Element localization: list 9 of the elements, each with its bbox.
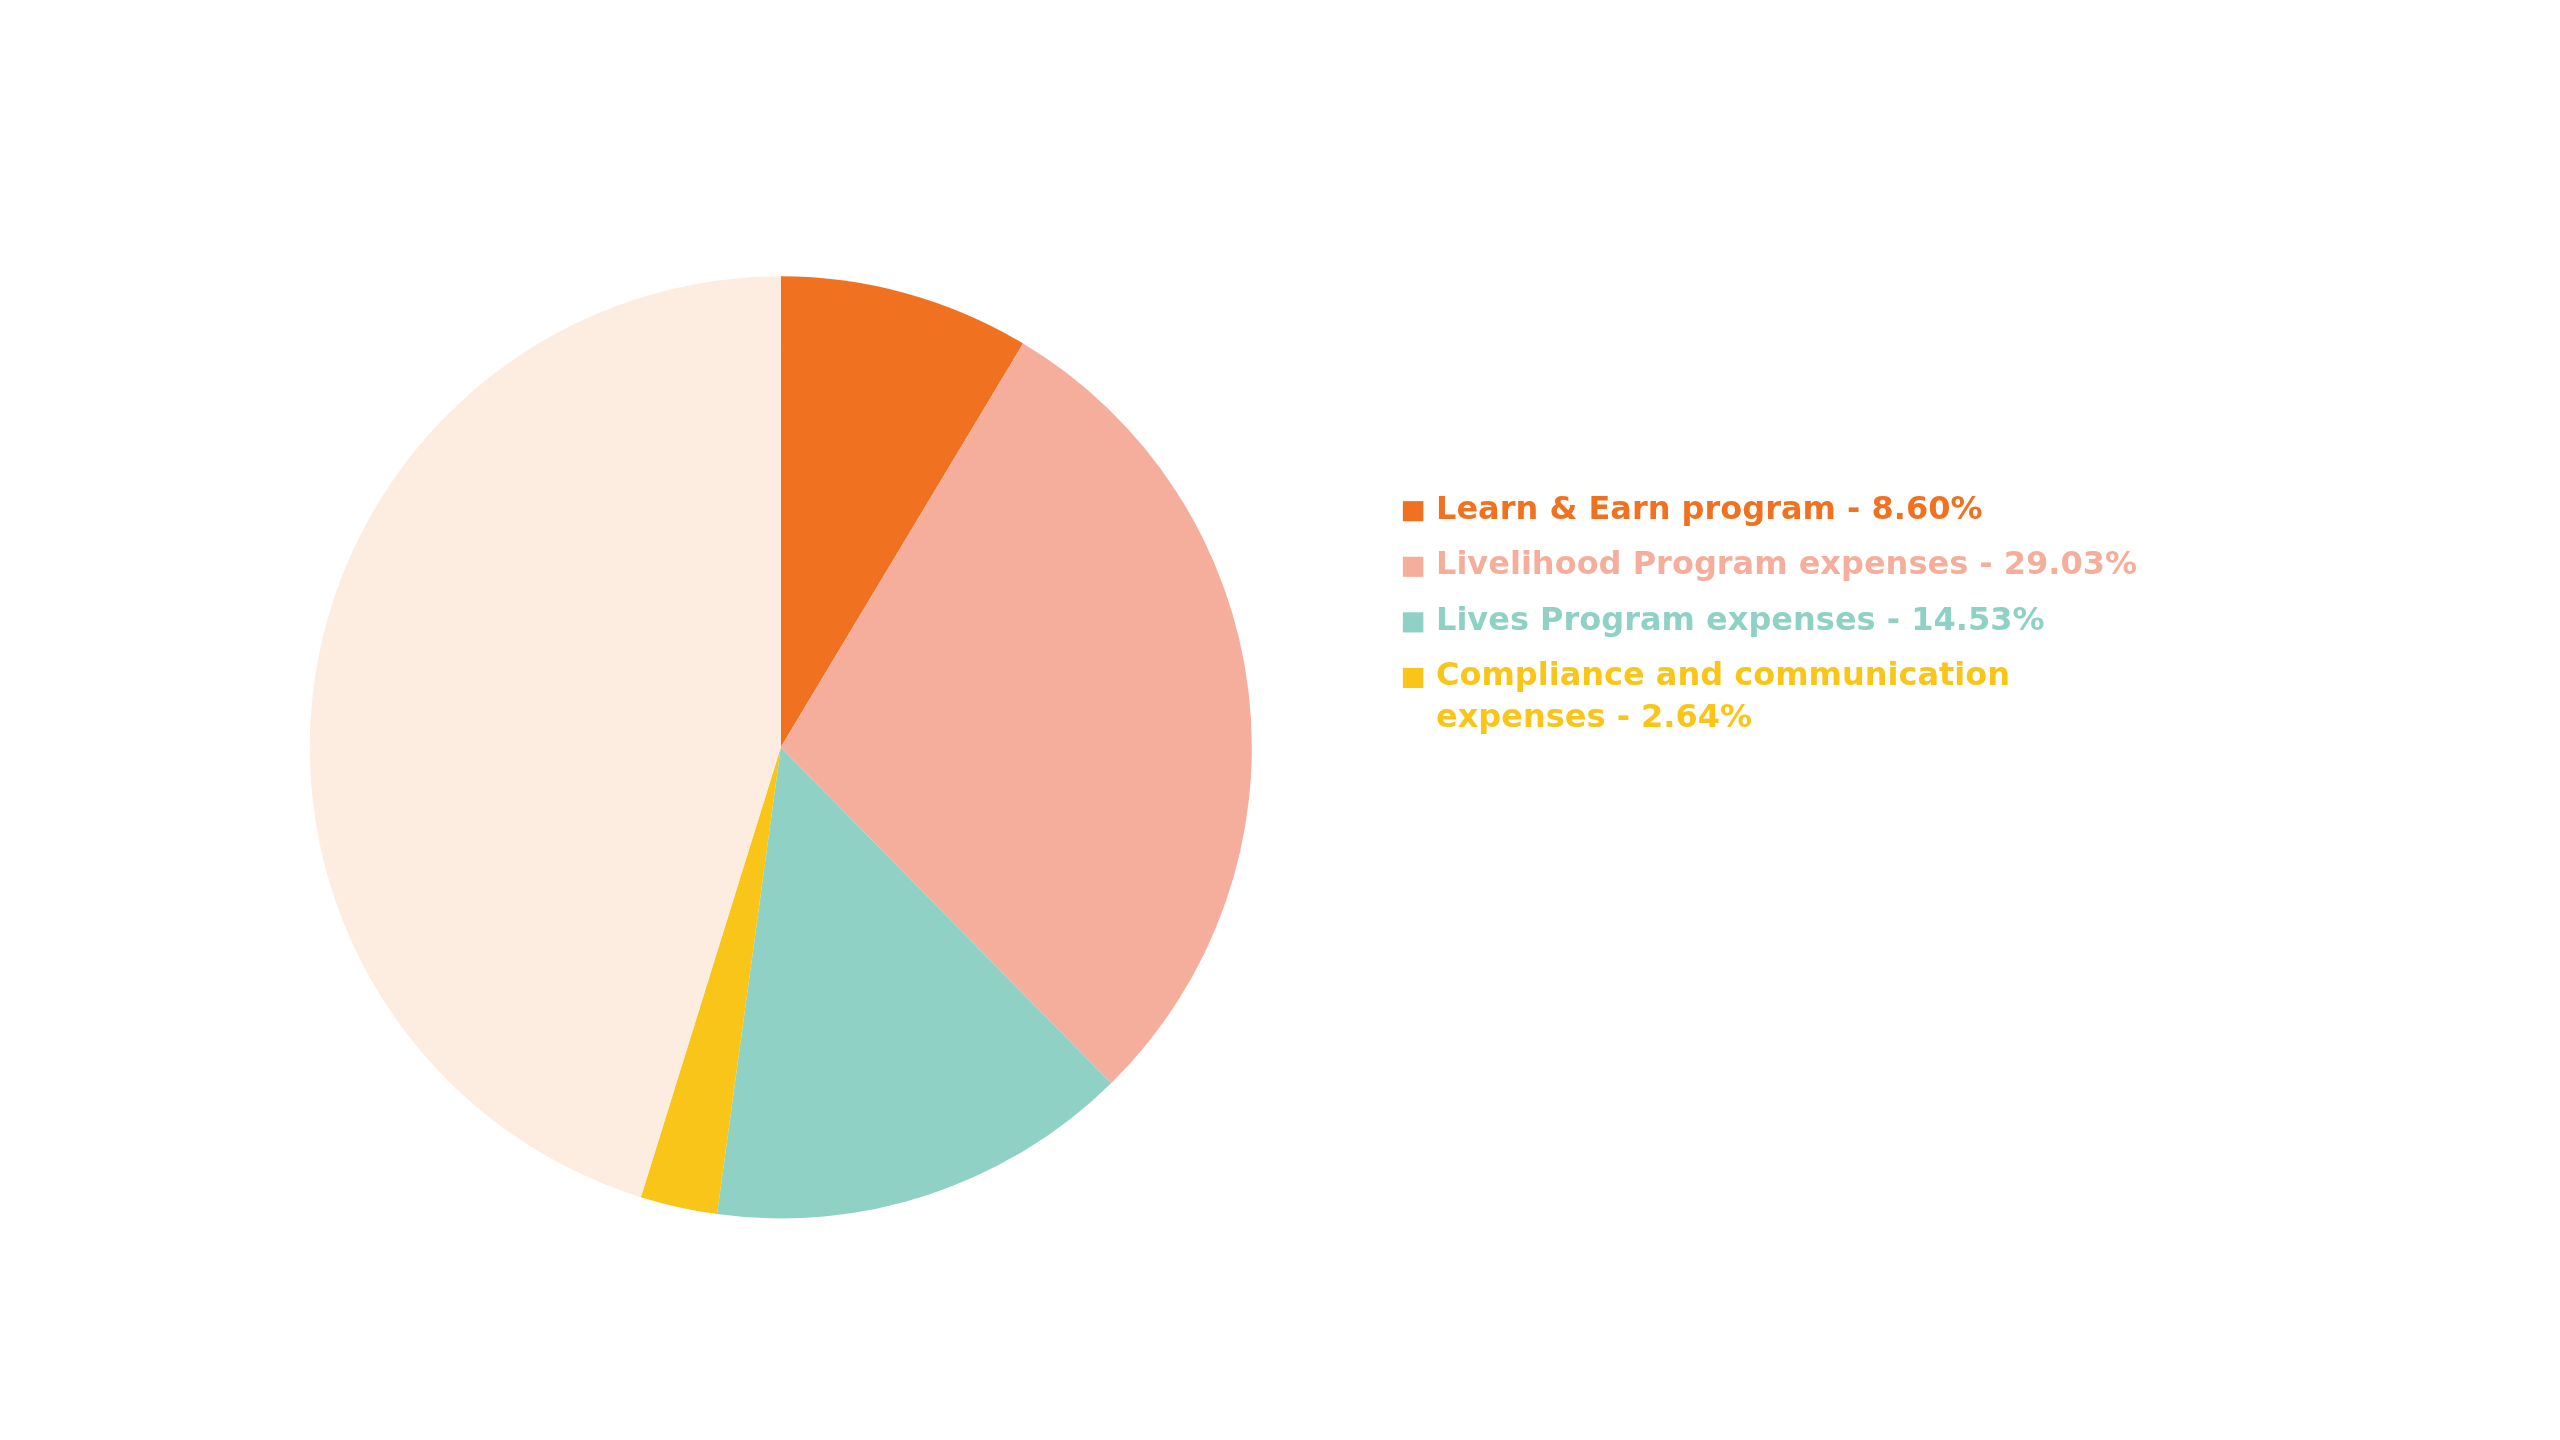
legend-label: Learn & Earn program - 8.60% <box>1436 489 1983 527</box>
legend-label: Compliance and communication expenses - 2.64% <box>1436 655 2011 735</box>
legend-label: Lives Program expenses - 14.53% <box>1436 600 2045 638</box>
pie-slice <box>780 276 1024 748</box>
legend-label: Livelihood Program expenses - 29.03% <box>1436 544 2138 582</box>
pie-slice <box>717 747 1112 1219</box>
pie-slice <box>309 276 781 1198</box>
pie-slice <box>780 343 1252 1084</box>
pie-slice <box>640 747 781 1215</box>
